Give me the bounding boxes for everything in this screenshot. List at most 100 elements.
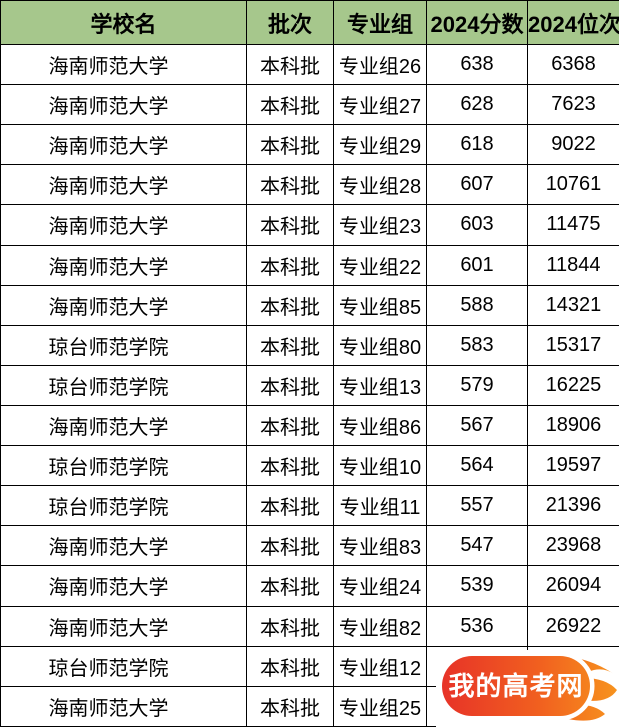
cell-school: 海南师范大学 [0,605,247,647]
cell-school: 海南师范大学 [0,43,247,86]
cell-score: 638 [426,43,528,86]
logo-pill [437,651,595,721]
column-header-group: 专业组 [333,0,427,45]
cell-rank: 21396 [527,485,619,527]
table-row: 琼台师范学院 本科批 专业组13 579 16225 [0,364,619,406]
table-row: 海南师范大学 本科批 专业组27 628 7623 [0,84,619,126]
cell-score: 547 [426,525,528,567]
cell-group: 专业组27 [333,84,427,126]
cell-school: 海南师范大学 [0,204,247,246]
my-gaokao-logo: 我的高考网 [437,651,619,725]
cell-school: 海南师范大学 [0,525,247,567]
table-row: 海南师范大学 本科批 专业组28 607 10761 [0,164,619,206]
cell-rank: 15317 [527,324,619,366]
cell-score: 618 [426,124,528,166]
cell-batch: 本科批 [246,525,334,567]
cell-rank: 10761 [527,164,619,206]
cell-school: 海南师范大学 [0,685,247,727]
cell-score: 579 [426,364,528,406]
cell-school: 海南师范大学 [0,565,247,607]
table-row: 海南师范大学 本科批 专业组85 588 14321 [0,284,619,326]
table-row: 琼台师范学院 本科批 专业组10 564 19597 [0,445,619,487]
cell-school: 琼台师范学院 [0,364,247,406]
cell-school: 海南师范大学 [0,84,247,126]
cell-group: 专业组13 [333,364,427,406]
cell-group: 专业组24 [333,565,427,607]
table-row: 海南师范大学 本科批 专业组29 618 9022 [0,124,619,166]
cell-group: 专业组25 [333,685,427,727]
table-row: 海南师范大学 本科批 专业组82 536 26922 [0,605,619,647]
table-body: 海南师范大学 本科批 专业组26 638 6368 海南师范大学 本科批 专业组27 628 76… [0,43,619,727]
cell-score: 601 [426,244,528,286]
cell-batch: 本科批 [246,485,334,527]
cell-batch: 本科批 [246,645,334,687]
cell-score: 588 [426,284,528,326]
cell-rank: 16225 [527,364,619,406]
cell-batch: 本科批 [246,324,334,366]
cell-batch: 本科批 [246,244,334,286]
cell-rank: 6368 [527,43,619,86]
cell-batch: 本科批 [246,364,334,406]
cell-school: 海南师范大学 [0,124,247,166]
cell-school: 海南师范大学 [0,404,247,447]
cell-group: 专业组80 [333,324,427,366]
cell-school: 琼台师范学院 [0,324,247,366]
cell-rank: 11475 [527,204,619,246]
watermark-text: 我的高考网 [448,671,583,701]
column-header-score-2024: 2024分数 [426,0,528,45]
cell-batch: 本科批 [246,204,334,246]
cell-group: 专业组23 [333,204,427,246]
cell-rank: 23968 [527,525,619,567]
table-row: 海南师范大学 本科批 专业组83 547 23968 [0,525,619,567]
cell-score: 536 [426,605,528,647]
cell-batch: 本科批 [246,164,334,206]
cell-school: 琼台师范学院 [0,645,247,687]
cell-group: 专业组28 [333,164,427,206]
cell-batch: 本科批 [246,84,334,126]
cell-school: 琼台师范学院 [0,485,247,527]
cell-rank: 7623 [527,84,619,126]
cell-score: 583 [426,324,528,366]
table-row: 琼台师范学院 本科批 专业组11 557 21396 [0,485,619,527]
cell-rank: 18906 [527,404,619,447]
table-row: 海南师范大学 本科批 专业组23 603 11475 [0,204,619,246]
cell-group: 专业组86 [333,404,427,447]
cell-group: 专业组85 [333,284,427,326]
table-row: 海南师范大学 本科批 专业组22 601 11844 [0,244,619,286]
cell-batch: 本科批 [246,284,334,326]
table-header-row: 学校名 批次 专业组 2024分数 2024位次 [0,0,619,45]
table-row: 琼台师范学院 本科批 专业组80 583 15317 [0,324,619,366]
cell-batch: 本科批 [246,605,334,647]
cell-rank: 26922 [527,605,619,647]
cell-group: 专业组26 [333,43,427,86]
cell-group: 专业组83 [333,525,427,567]
cell-batch: 本科批 [246,43,334,86]
cell-rank: 11844 [527,244,619,286]
cell-score: 539 [426,565,528,607]
cell-batch: 本科批 [246,685,334,727]
column-header-batch: 批次 [246,0,334,45]
cell-batch: 本科批 [246,565,334,607]
cell-school: 海南师范大学 [0,164,247,206]
watermark-logo: 我的高考网 [436,650,619,727]
table-row: 海南师范大学 本科批 专业组26 638 6368 [0,43,619,86]
cell-group: 专业组82 [333,605,427,647]
cell-score: 567 [426,404,528,447]
cell-rank: 26094 [527,565,619,607]
cell-score: 603 [426,204,528,246]
column-header-school: 学校名 [0,0,247,45]
cell-school: 海南师范大学 [0,244,247,286]
cell-batch: 本科批 [246,404,334,447]
cell-group: 专业组29 [333,124,427,166]
cell-batch: 本科批 [246,445,334,487]
cell-school: 海南师范大学 [0,284,247,326]
cell-rank: 9022 [527,124,619,166]
cell-score: 557 [426,485,528,527]
cell-group: 专业组22 [333,244,427,286]
cell-rank: 19597 [527,445,619,487]
cell-rank: 14321 [527,284,619,326]
cell-group: 专业组12 [333,645,427,687]
cell-school: 琼台师范学院 [0,445,247,487]
cell-group: 专业组11 [333,485,427,527]
